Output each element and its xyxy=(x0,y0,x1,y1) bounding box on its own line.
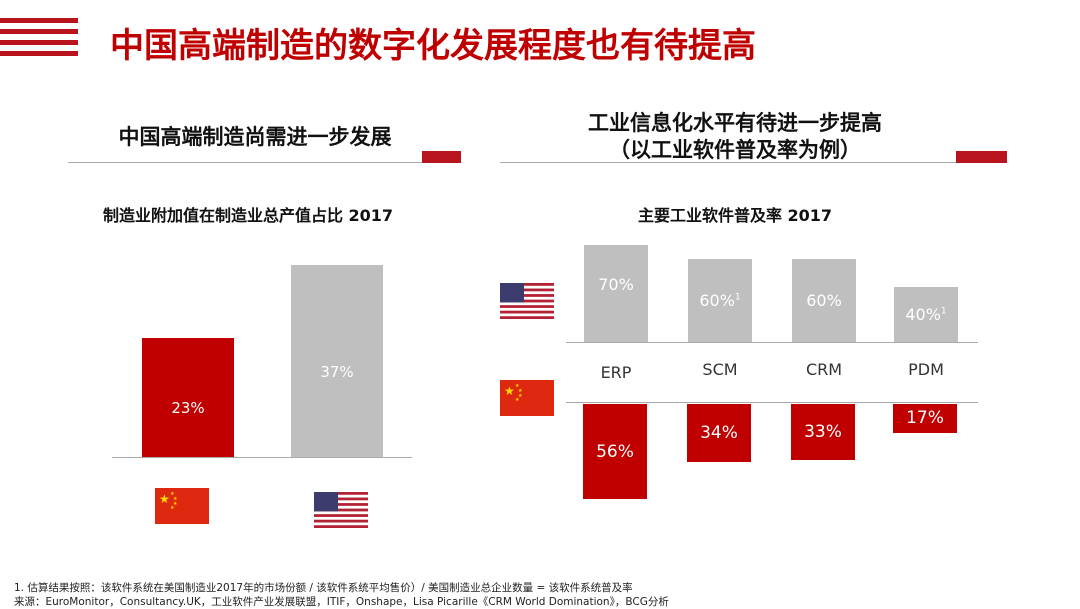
china-bar-label-scm: 34% xyxy=(700,422,738,443)
usa-bar-erp xyxy=(584,245,648,342)
left-heading-rule xyxy=(68,162,422,163)
china-bar-label: 23% xyxy=(171,399,205,418)
category-label-crm: CRM xyxy=(805,360,843,379)
right-panel-heading-line2: （以工业软件普及率为例） xyxy=(609,138,861,162)
right-heading-rule xyxy=(500,162,956,163)
svg-text:★: ★ xyxy=(170,505,175,511)
right-chart-axis-bottom xyxy=(566,402,978,403)
usa-bar-label-pdm: 40%1 xyxy=(905,305,947,325)
page-title: 中国高端制造的数字化发展程度也有待提高 xyxy=(110,26,756,66)
svg-text:★: ★ xyxy=(170,491,175,497)
usa-bar-pdm xyxy=(894,286,958,342)
left-chart-title: 制造业附加值在制造业总产值占比 2017 xyxy=(102,206,394,225)
svg-text:★: ★ xyxy=(515,383,520,389)
svg-text:★: ★ xyxy=(159,492,170,506)
stripe xyxy=(0,40,78,45)
svg-text:★: ★ xyxy=(518,393,523,399)
svg-text:★: ★ xyxy=(173,496,178,502)
china-bar-scm xyxy=(687,404,751,462)
footnote-marker: 1 xyxy=(734,293,741,304)
svg-text:★: ★ xyxy=(518,388,523,394)
china-bar-crm xyxy=(791,404,855,460)
china-bar-label-crm: 33% xyxy=(804,421,842,442)
right-chart-title: 主要工业软件普及率 2017 xyxy=(637,206,833,225)
stripe xyxy=(0,29,78,34)
svg-text:★: ★ xyxy=(173,501,178,507)
left-panel-heading: 中国高端制造尚需进一步发展 xyxy=(118,125,392,149)
china-flag-icon: ★ ★ ★ ★ ★ xyxy=(155,488,209,524)
china-bar-label-erp: 56% xyxy=(596,441,634,462)
footnote-source: 来源：EuroMonitor，Consultancy.UK，工业软件产业发展联盟… xyxy=(14,596,669,608)
stripe xyxy=(0,18,78,23)
usa-bar-label-scm: 60%1 xyxy=(699,291,741,311)
right-chart-axis-top xyxy=(566,342,978,343)
right-panel-heading-line1: 工业信息化水平有待进一步提高 xyxy=(588,111,882,135)
category-label-scm: SCM xyxy=(702,360,738,379)
china-bar xyxy=(142,337,234,457)
right-heading-tab xyxy=(956,151,1007,163)
china-bar-label-pdm: 17% xyxy=(906,408,944,429)
china-bar-pdm xyxy=(893,404,957,433)
category-label-erp: ERP xyxy=(600,363,632,382)
usa-bar-scm xyxy=(688,258,752,342)
usa-bar-label-crm: 60% xyxy=(806,291,842,311)
china-bar-erp xyxy=(583,404,647,499)
china-flag-icon: ★ ★ ★ ★ ★ xyxy=(500,380,554,416)
usa-bar-label-erp: 70% xyxy=(598,274,634,294)
footnote-1: 1. 估算结果按照：该软件系统在美国制造业2017年的市场份额 / 该软件系统平… xyxy=(14,582,633,594)
usa-bar-crm xyxy=(792,258,856,342)
category-label-pdm: PDM xyxy=(908,360,944,379)
left-heading-tab xyxy=(422,151,461,163)
usa-bar-label: 37% xyxy=(320,363,354,381)
footnote-marker: 1 xyxy=(940,306,947,317)
usa-bar xyxy=(291,265,383,457)
svg-text:★: ★ xyxy=(504,384,515,398)
left-chart-baseline xyxy=(112,457,412,458)
svg-text:★: ★ xyxy=(515,397,520,403)
stripe xyxy=(0,51,78,56)
usa-flag-icon xyxy=(314,492,368,528)
usa-flag-icon xyxy=(500,283,554,319)
